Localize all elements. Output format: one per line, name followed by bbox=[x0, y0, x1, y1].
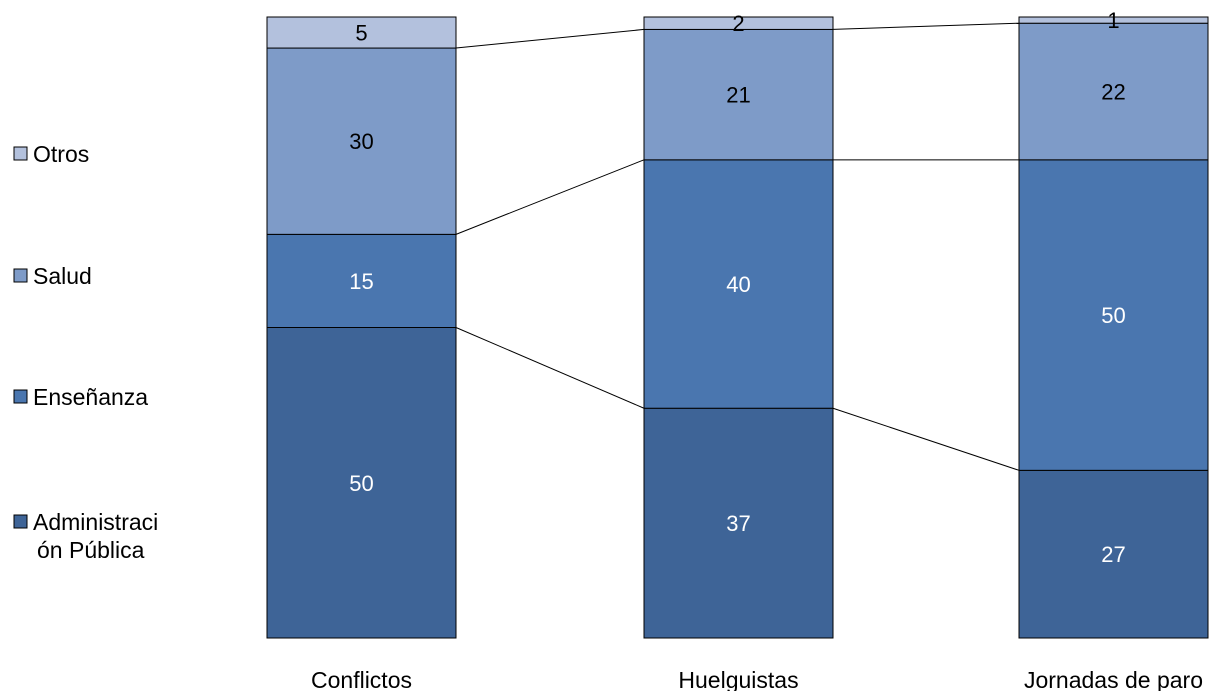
data-label-huelguistas-otros: 2 bbox=[732, 11, 744, 36]
series-lines bbox=[455, 22, 1020, 471]
bar-jornadas-de-paro-otros bbox=[1018, 16, 1209, 24]
legend-swatch-administracion-publica bbox=[13, 514, 28, 529]
legend-label-administracion-publica-line-1: Administraci bbox=[33, 509, 158, 535]
series-line-salud-1 bbox=[455, 28, 645, 49]
bar-jornadas-de-paro-salud bbox=[1018, 22, 1209, 161]
legend-swatch-ensenanza bbox=[13, 389, 28, 404]
category-axis-labels: Conflictos Huelguistas Jornadas de paro bbox=[311, 667, 1203, 691]
data-label-conflictos-ensenanza: 15 bbox=[349, 269, 373, 294]
legend-swatch-otros bbox=[13, 146, 28, 161]
legend-label-salud: Salud bbox=[33, 263, 92, 289]
bar-huelguistas-ensenanza bbox=[643, 159, 834, 409]
data-label-jornadas-de-paro-administracion-publica: 27 bbox=[1101, 542, 1125, 567]
bar-conflictos-ensenanza bbox=[266, 233, 457, 329]
data-label-jornadas-de-paro-ensenanza: 50 bbox=[1101, 303, 1125, 328]
data-label-jornadas-de-paro-otros: 1 bbox=[1107, 8, 1119, 33]
series-line-ensenanza-1 bbox=[455, 159, 645, 235]
category-label-huelguistas: Huelguistas bbox=[678, 667, 798, 691]
bar-jornadas-de-paro-ensenanza bbox=[1018, 159, 1209, 471]
data-label-conflictos-administracion-publica: 50 bbox=[349, 471, 373, 496]
series-line-salud-2 bbox=[832, 22, 1020, 30]
bar-huelguistas-administracion-publica bbox=[643, 407, 834, 639]
bar-conflictos-administracion-publica bbox=[266, 327, 457, 639]
data-label-huelguistas-administracion-publica: 37 bbox=[726, 511, 750, 536]
data-label-jornadas-de-paro-salud: 22 bbox=[1101, 80, 1125, 105]
series-line-administracion-publica-1 bbox=[455, 327, 645, 409]
data-label-conflictos-salud: 30 bbox=[349, 129, 373, 154]
category-label-jornadas-de-paro: Jornadas de paro bbox=[1024, 667, 1203, 691]
bar-conflictos-salud bbox=[266, 47, 457, 235]
bar-conflictos-otros bbox=[266, 16, 457, 49]
legend-label-otros: Otros bbox=[33, 141, 89, 167]
data-label-huelguistas-ensenanza: 40 bbox=[726, 272, 750, 297]
bar-jornadas-de-paro-administracion-publica bbox=[1018, 469, 1209, 639]
series-line-administracion-publica-2 bbox=[832, 407, 1020, 471]
legend-label-administracion-publica-line-2: ón Pública bbox=[37, 537, 145, 563]
data-label-huelguistas-salud: 21 bbox=[726, 83, 750, 108]
legend-label-ensenanza: Enseñanza bbox=[33, 384, 148, 410]
data-labels: 50 15 30 5 37 40 21 2 27 50 22 1 bbox=[349, 8, 1125, 567]
bar-huelguistas-salud bbox=[643, 28, 834, 161]
bars bbox=[266, 16, 1209, 639]
data-label-conflictos-otros: 5 bbox=[355, 21, 367, 46]
legend-swatch-salud bbox=[13, 268, 28, 283]
bar-huelguistas-otros bbox=[643, 16, 834, 30]
category-label-conflictos: Conflictos bbox=[311, 667, 412, 691]
